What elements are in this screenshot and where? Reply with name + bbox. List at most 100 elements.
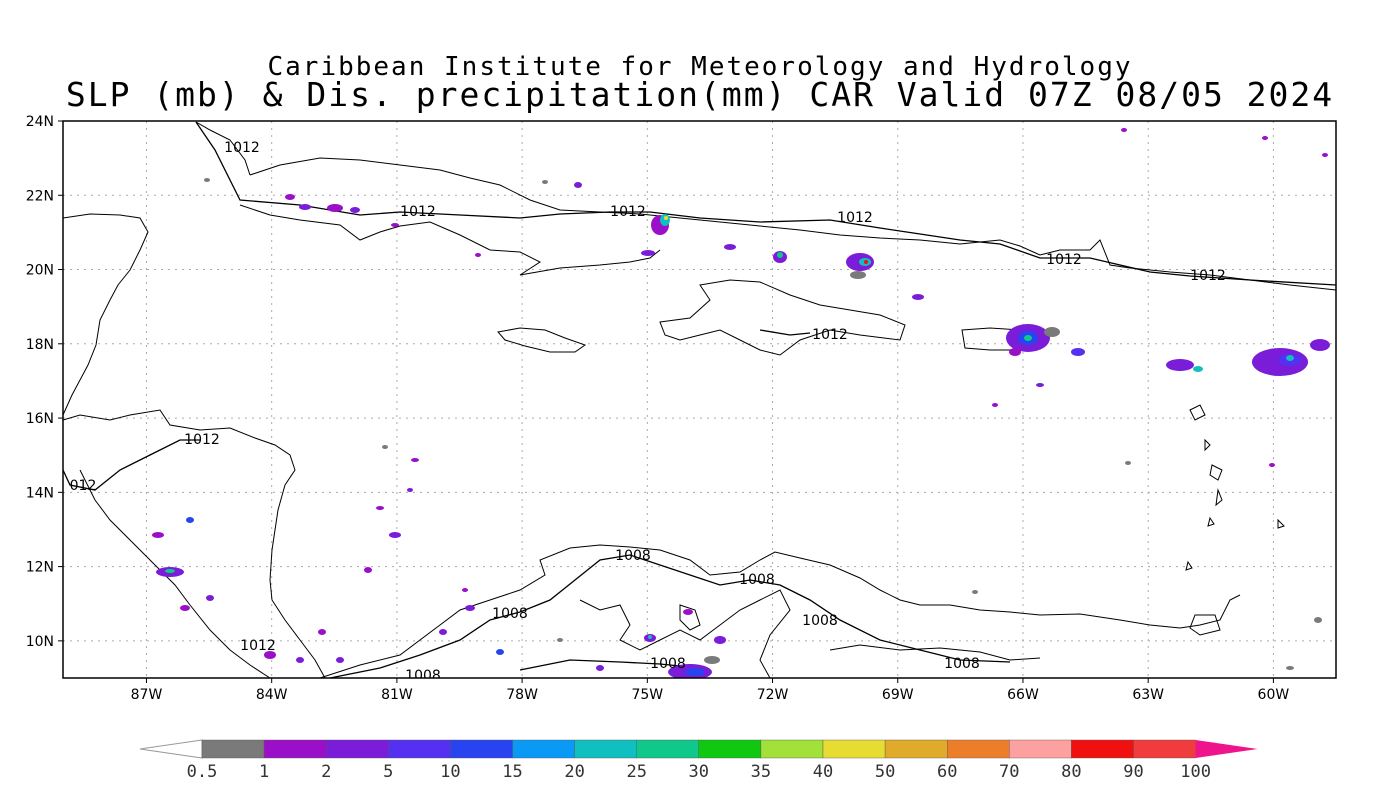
isobar-label: 1008 — [405, 668, 441, 684]
lat-label: 14N — [26, 485, 54, 501]
precip-scatter-grey — [204, 178, 1322, 670]
colorbar-bin — [388, 739, 451, 759]
coast-nicaragua-pacific — [79, 469, 271, 678]
lon-label: 75W — [631, 687, 663, 703]
colorbar-label: 15 — [502, 762, 522, 782]
colorbar-label: 100 — [1180, 762, 1211, 782]
lon-label: 78W — [506, 687, 538, 703]
isobar-labels: 1012 1012 1012 1012 1012 1012 1012 1012 012 1012 1… — [70, 140, 1226, 684]
isobar-label: 1012 — [837, 210, 873, 226]
colorbar-bin — [263, 739, 327, 759]
coastlines — [63, 121, 1336, 678]
map-area: 1012 1012 1012 1012 1012 1012 1012 1012 012 1012 1… — [63, 121, 1336, 684]
colorbar-label: 30 — [689, 762, 709, 782]
colorbar-bin — [574, 739, 637, 759]
isobar-label: 1008 — [650, 656, 686, 672]
isobar-label: 1008 — [944, 656, 980, 672]
precip-cluster-central-america — [152, 517, 344, 663]
map-frame — [62, 120, 1337, 679]
colorbar-label: 40 — [813, 762, 833, 782]
isobar-1012-north — [195, 121, 1336, 286]
isobars — [63, 121, 1336, 678]
colorbar: 0.5 1 2 5 10 15 20 25 30 35 40 50 60 70 80 90 100 — [139, 739, 1258, 782]
precip-cluster-cuba-east — [641, 214, 924, 300]
colorbar-label: 80 — [1061, 762, 1081, 782]
colorbar-bin — [1133, 739, 1196, 759]
latitude-axis: 24N 22N 20N 18N 16N 14N 12N 10N — [26, 114, 63, 650]
precip-cells — [152, 128, 1330, 678]
colorbar-label: 1 — [259, 762, 269, 782]
colorbar-label: 60 — [937, 762, 957, 782]
lon-label: 81W — [381, 687, 413, 703]
isobar-1012-sw — [63, 439, 200, 491]
colorbar-bin — [822, 739, 886, 759]
isobar-label: 1012 — [1046, 252, 1082, 268]
lat-label: 24N — [26, 114, 54, 130]
isobar-label: 1012 — [610, 204, 646, 220]
coast-south-america — [319, 544, 1241, 678]
coast-florida — [195, 121, 251, 176]
coast-cuba-south — [239, 204, 661, 276]
colorbar-bin — [1071, 739, 1134, 759]
graticule — [63, 120, 1336, 678]
isobar-1008-south — [519, 659, 701, 671]
colorbar-label: 5 — [383, 762, 393, 782]
lat-label: 20N — [26, 263, 54, 279]
isobar-label: 1012 — [184, 432, 220, 448]
colorbar-label: 90 — [1123, 762, 1143, 782]
colorbar-bin — [636, 739, 700, 759]
isobar-label: 012 — [70, 478, 97, 494]
colorbar-label: 25 — [626, 762, 646, 782]
colorbar-label: 2 — [321, 762, 331, 782]
colorbar-label: 0.5 — [187, 762, 218, 782]
precip-cluster-venezuela — [596, 609, 726, 678]
colorbar-bin — [884, 739, 948, 759]
coast-orinoco — [829, 644, 1041, 661]
coast-jamaica — [497, 327, 587, 353]
coast-honduras — [63, 409, 326, 678]
lon-label: 72W — [757, 687, 789, 703]
isobar-label: 1012 — [240, 638, 276, 654]
precip-cluster-puerto-rico — [992, 324, 1085, 407]
precip-cluster-caribbean-sw — [364, 458, 563, 655]
colorbar-bin — [760, 739, 824, 759]
title-institute: Caribbean Institute for Meteorology and … — [267, 52, 1133, 82]
isobar-1012-hisp — [759, 329, 811, 336]
colorbar-bin — [1009, 739, 1072, 759]
isobar-1008 — [329, 554, 1011, 678]
isobar-label: 1012 — [812, 327, 848, 343]
coast-trinidad — [1189, 614, 1221, 636]
lon-label: 60W — [1258, 687, 1290, 703]
colorbar-bin — [326, 739, 389, 759]
colorbar-bin — [512, 739, 575, 759]
isobar-label: 1012 — [224, 140, 260, 156]
isobar-label: 1012 — [400, 204, 436, 220]
colorbar-bin — [201, 739, 265, 759]
colorbar-bin — [698, 739, 762, 759]
isobar-label: 1008 — [492, 606, 528, 622]
colorbar-min-arrow — [139, 739, 203, 759]
colorbar-label: 20 — [564, 762, 584, 782]
colorbar-bin — [947, 739, 1010, 759]
lat-label: 10N — [26, 634, 54, 650]
colorbar-max-arrow — [1195, 740, 1258, 758]
isobar-label: 1012 — [1190, 268, 1226, 284]
colorbar-bin — [450, 739, 513, 759]
lat-label: 12N — [26, 560, 54, 576]
lon-label: 69W — [882, 687, 914, 703]
lat-label: 16N — [26, 411, 54, 427]
colorbar-label: 35 — [751, 762, 771, 782]
longitude-axis: 87W 84W 81W 78W 75W 72W 69W 66W 63W 60W — [131, 678, 1290, 703]
lon-label: 84W — [256, 687, 288, 703]
colorbar-label: 50 — [875, 762, 895, 782]
isobar-label: 1008 — [739, 572, 775, 588]
precip-cluster-lesser-antilles — [1121, 128, 1330, 467]
precip-cluster-cuba-west — [285, 182, 582, 257]
isobar-label: 1008 — [802, 613, 838, 629]
lat-label: 22N — [26, 188, 54, 204]
colorbar-label: 10 — [440, 762, 460, 782]
coast-cuba-north — [249, 157, 1336, 291]
lat-label: 18N — [26, 337, 54, 353]
coast-central-america — [63, 213, 149, 416]
